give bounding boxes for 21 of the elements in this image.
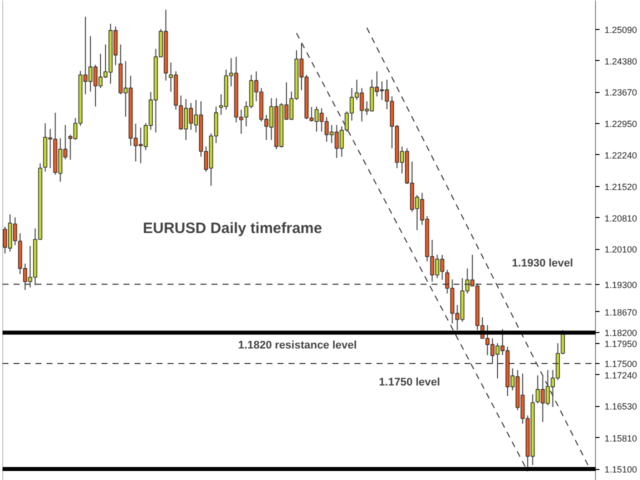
ref-line-label: 1.17500	[604, 358, 638, 369]
y-tick-label: 1.25090	[604, 25, 638, 36]
y-tick-label: 1.20100	[604, 244, 638, 255]
y-tick-label: 1.16530	[604, 402, 638, 412]
y-tick-label: 1.21520	[604, 182, 638, 192]
y-tick-label: 1.22240	[604, 150, 638, 160]
y-tick-label: 1.23670	[604, 88, 638, 98]
ref-line-label: 1.18200	[604, 328, 638, 338]
y-tick-label: 1.18670	[604, 307, 638, 318]
annotation: 1.1930 level	[512, 258, 574, 270]
text: EURUSD Daily timeframe	[142, 220, 322, 237]
y-tick-label: 1.17950	[604, 339, 638, 350]
y-tick-label: 1.15810	[604, 433, 638, 444]
y-tick-label: 1.20810	[604, 213, 638, 224]
y-tick-label: 1.24380	[604, 56, 638, 66]
y-tick-label: 1.22950	[604, 119, 638, 130]
annotation: 1.1820 resistance level	[238, 340, 357, 352]
y-tick-label: 1.17240	[604, 370, 638, 380]
annotation: 1.1750 level	[378, 376, 440, 388]
ref-line-label: 1.19300	[604, 280, 638, 290]
ref-line-label: 1.15100	[604, 464, 638, 475]
